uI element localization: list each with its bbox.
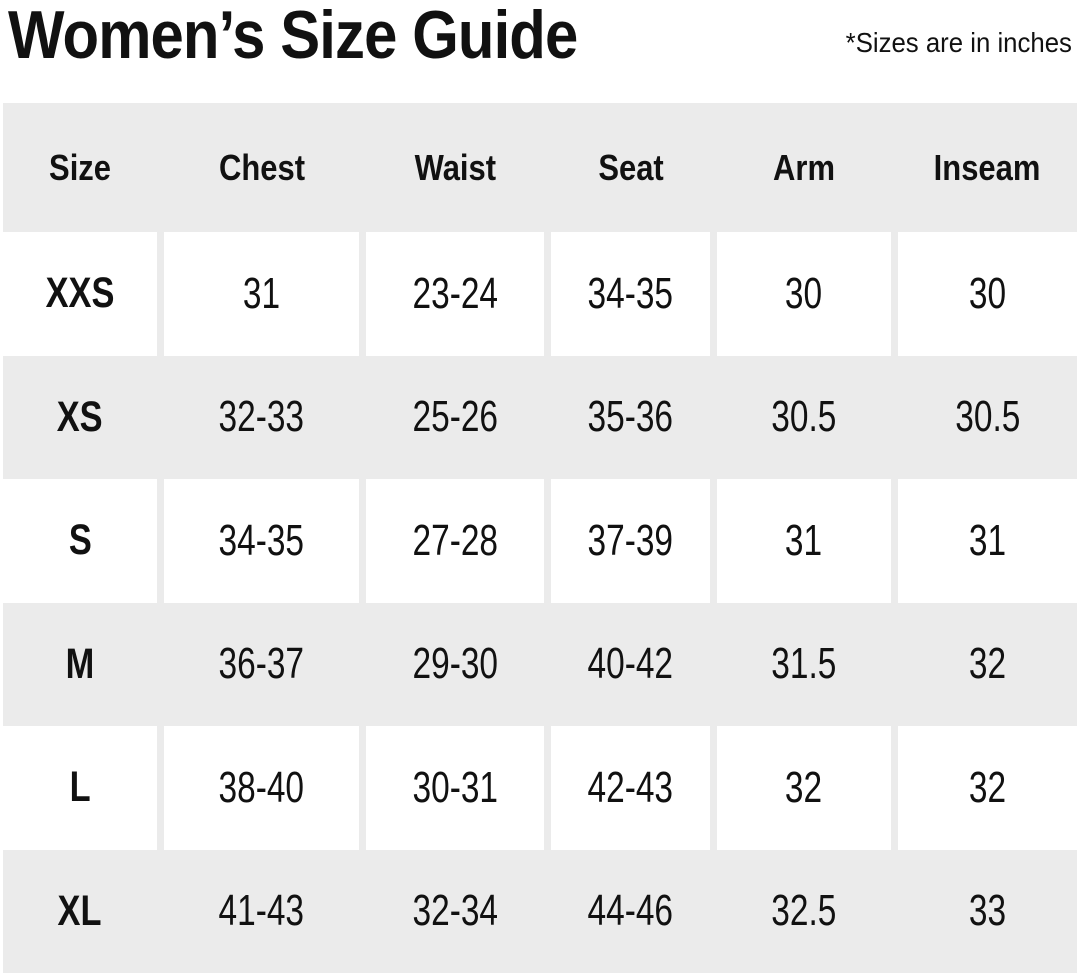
size-cell: M xyxy=(3,603,157,727)
seat-cell: 42-43 xyxy=(551,726,710,850)
inseam-value: 30 xyxy=(968,268,1007,318)
inseam-value: 32 xyxy=(968,639,1007,689)
waist-cell: 30-31 xyxy=(366,726,545,850)
seat-cell: 34-35 xyxy=(551,232,710,356)
header-cell-arm: Arm xyxy=(717,103,891,232)
seat-cell: 44-46 xyxy=(551,850,710,973)
size-value: XL xyxy=(57,886,102,935)
table-row-m: M 36-37 29-30 40-42 31.5 32 xyxy=(3,602,1077,727)
size-value: XXS xyxy=(45,269,115,318)
waist-cell: 27-28 xyxy=(366,479,545,603)
size-table: Size Chest Waist Seat Arm Inseam XXS 31 … xyxy=(3,103,1077,973)
waist-cell: 32-34 xyxy=(366,850,544,973)
waist-value: 30-31 xyxy=(412,762,498,812)
units-note: *Sizes are in inches xyxy=(845,27,1072,58)
seat-cell: 37-39 xyxy=(551,479,710,603)
header-cell-chest: Chest xyxy=(164,103,359,232)
waist-cell: 23-24 xyxy=(366,232,545,356)
header-cell-seat: Seat xyxy=(551,103,710,232)
seat-value: 37-39 xyxy=(587,515,674,565)
size-cell: S xyxy=(3,479,157,603)
seat-value: 40-42 xyxy=(587,639,674,689)
arm-value: 32 xyxy=(785,762,823,812)
waist-value: 27-28 xyxy=(412,515,498,565)
arm-cell: 31.5 xyxy=(717,603,891,727)
seat-value: 35-36 xyxy=(587,392,674,442)
waist-cell: 29-30 xyxy=(366,603,544,727)
table-row-s: S 34-35 27-28 37-39 31 31 xyxy=(3,479,1077,603)
inseam-cell: 30 xyxy=(898,232,1077,356)
inseam-value: 30.5 xyxy=(954,392,1021,442)
waist-value: 32-34 xyxy=(412,886,498,936)
chest-cell: 34-35 xyxy=(163,479,360,603)
size-cell: L xyxy=(3,726,157,850)
size-value: XS xyxy=(56,392,103,441)
seat-value: 44-46 xyxy=(587,886,674,936)
seat-value: 34-35 xyxy=(587,268,674,318)
chest-cell: 31 xyxy=(163,232,360,356)
size-value: M xyxy=(65,639,95,688)
chest-value: 36-37 xyxy=(218,639,305,689)
waist-value: 25-26 xyxy=(412,392,498,442)
arm-value: 30 xyxy=(785,268,823,318)
waist-cell: 25-26 xyxy=(366,356,544,480)
inseam-cell: 31 xyxy=(898,479,1077,603)
inseam-cell: 30.5 xyxy=(898,356,1077,480)
arm-cell: 30.5 xyxy=(717,356,891,480)
table-row-xxs: XXS 31 23-24 34-35 30 30 xyxy=(3,232,1077,356)
arm-cell: 30 xyxy=(716,232,892,356)
column-header-label: Seat xyxy=(597,146,664,188)
arm-cell: 32.5 xyxy=(717,850,891,973)
chest-value: 31 xyxy=(242,268,281,318)
size-cell: XL xyxy=(3,850,157,973)
chest-cell: 41-43 xyxy=(164,850,359,973)
waist-value: 23-24 xyxy=(412,268,498,318)
chest-cell: 38-40 xyxy=(163,726,360,850)
column-header-label: Size xyxy=(48,146,111,188)
seat-value: 42-43 xyxy=(587,762,674,812)
inseam-value: 33 xyxy=(968,886,1007,936)
table-header-row: Size Chest Waist Seat Arm Inseam xyxy=(3,103,1077,232)
table-row-l: L 38-40 30-31 42-43 32 32 xyxy=(3,726,1077,850)
inseam-value: 31 xyxy=(968,515,1007,565)
inseam-cell: 33 xyxy=(898,850,1077,973)
column-header-label: Arm xyxy=(772,146,835,188)
page-title: Women’s Size Guide xyxy=(8,0,578,73)
header-cell-inseam: Inseam xyxy=(898,103,1077,232)
chest-value: 38-40 xyxy=(218,762,305,812)
arm-value: 32.5 xyxy=(771,886,837,936)
header-cell-size: Size xyxy=(3,103,157,232)
size-value: S xyxy=(68,516,92,565)
chest-value: 34-35 xyxy=(218,515,305,565)
chest-value: 41-43 xyxy=(218,886,305,936)
column-header-label: Chest xyxy=(218,146,305,188)
chest-cell: 36-37 xyxy=(164,603,359,727)
inseam-value: 32 xyxy=(968,762,1007,812)
size-cell: XXS xyxy=(3,232,157,356)
size-value: L xyxy=(69,763,91,812)
size-cell: XS xyxy=(3,356,157,480)
arm-value: 31.5 xyxy=(771,639,837,689)
table-row-xs: XS 32-33 25-26 35-36 30.5 30.5 xyxy=(3,355,1077,480)
inseam-cell: 32 xyxy=(898,603,1077,727)
arm-value: 30.5 xyxy=(771,392,837,442)
arm-cell: 32 xyxy=(716,726,892,850)
chest-cell: 32-33 xyxy=(164,356,359,480)
seat-cell: 40-42 xyxy=(551,603,710,727)
chest-value: 32-33 xyxy=(218,392,305,442)
seat-cell: 35-36 xyxy=(551,356,710,480)
table-row-xl: XL 41-43 32-34 44-46 32.5 33 xyxy=(3,849,1077,973)
column-header-label: Waist xyxy=(414,146,496,188)
arm-cell: 31 xyxy=(716,479,892,603)
waist-value: 29-30 xyxy=(412,639,498,689)
column-header-label: Inseam xyxy=(934,146,1041,188)
header-cell-waist: Waist xyxy=(366,103,544,232)
arm-value: 31 xyxy=(785,515,823,565)
inseam-cell: 32 xyxy=(898,726,1077,850)
